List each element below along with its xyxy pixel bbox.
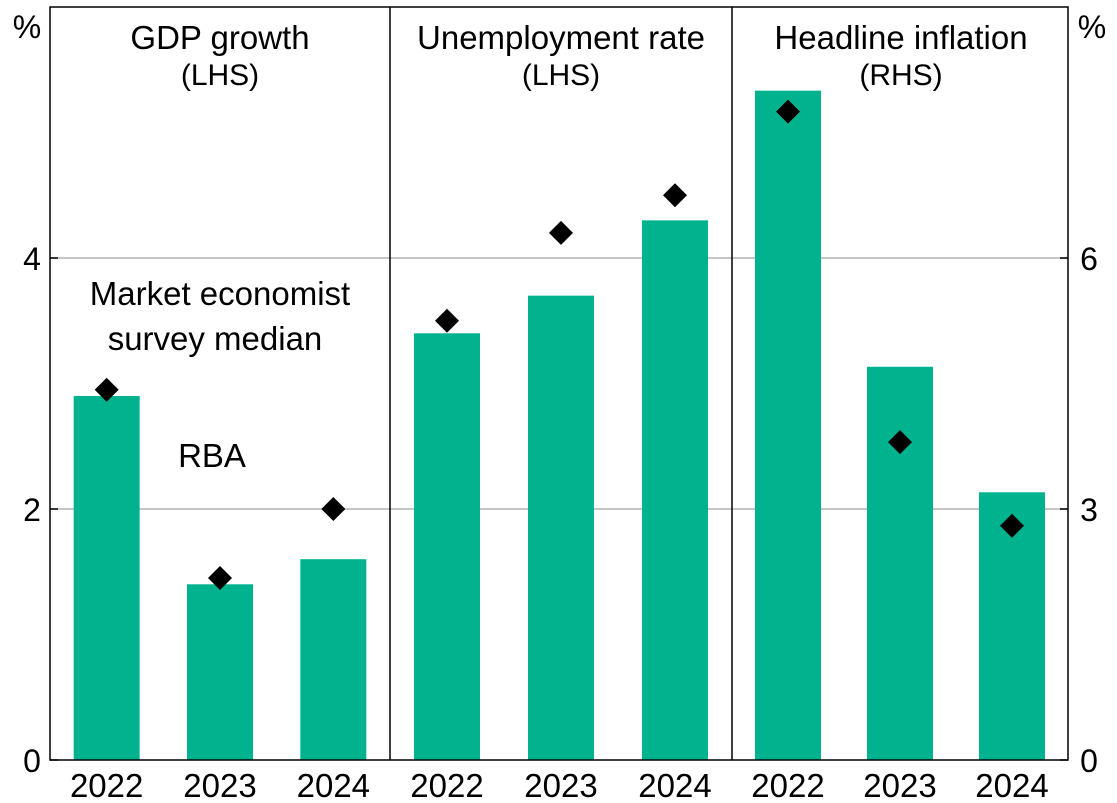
survey-marker <box>663 183 687 208</box>
x-tick-label: 2022 <box>70 767 143 803</box>
right-tick-label: 0 <box>1080 743 1098 779</box>
x-tick-label: 2022 <box>751 767 824 803</box>
panel-subtitle-inflation: (RHS) <box>859 59 942 92</box>
survey-marker <box>888 430 912 455</box>
bar <box>528 295 594 760</box>
bar <box>73 396 140 760</box>
bar <box>642 220 708 761</box>
rba-annotation: RBA <box>178 437 246 474</box>
right-tick-label: 6 <box>1080 241 1098 277</box>
x-tick-label: 2022 <box>410 767 483 803</box>
panel-title-inflation: Headline inflation <box>774 19 1027 56</box>
bars <box>73 90 1045 761</box>
x-tick-label: 2024 <box>297 767 370 803</box>
panel-subtitle-gdp: (LHS) <box>181 59 259 92</box>
survey-marker <box>321 497 346 521</box>
survey-annotation-line1: Market economist <box>90 275 350 312</box>
panel-subtitle-unemployment: (LHS) <box>522 59 600 92</box>
panel-frames <box>49 6 1069 761</box>
labels: % % GDP growth (LHS) Unemployment rate (… <box>13 9 1106 474</box>
x-tick-label: 2024 <box>975 767 1048 803</box>
panel-title-gdp: GDP growth <box>130 19 309 56</box>
x-tick-label: 2024 <box>638 767 711 803</box>
right-unit-label: % <box>1078 9 1106 45</box>
survey-marker <box>1000 513 1024 538</box>
bar <box>187 584 253 760</box>
left-tick-label: 2 <box>23 492 41 528</box>
x-tick-label: 2023 <box>863 767 936 803</box>
left-tick-label: 0 <box>23 743 41 779</box>
x-tick-label: 2023 <box>183 767 256 803</box>
bar <box>414 333 480 760</box>
right-tick-label: 3 <box>1080 492 1098 528</box>
bar <box>867 366 933 760</box>
survey-marker <box>94 377 119 402</box>
plot-frame <box>49 6 1069 761</box>
bar <box>300 559 367 760</box>
left-tick-label: 4 <box>23 241 41 277</box>
left-unit-label: % <box>13 9 41 45</box>
survey-marker <box>208 566 232 591</box>
survey-annotation-line2: survey median <box>108 320 323 357</box>
x-tick-label: 2023 <box>524 767 597 803</box>
survey-marker <box>549 220 573 245</box>
survey-markers <box>94 99 1024 591</box>
survey-marker <box>776 99 800 124</box>
panel-title-unemployment: Unemployment rate <box>417 19 705 56</box>
axis-ticks: 0 2 4 0 3 6 2022 2023 2024 2022 2023 2024 2022 2023 20… <box>23 241 1098 803</box>
survey-marker <box>435 308 459 333</box>
bar <box>755 90 821 760</box>
